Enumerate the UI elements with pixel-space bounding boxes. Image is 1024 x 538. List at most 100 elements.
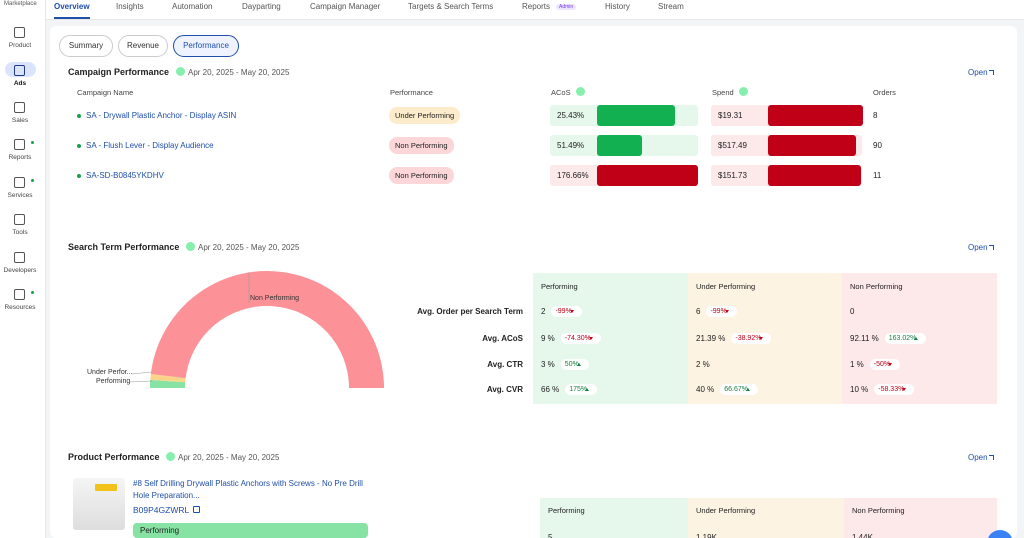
status-dot [77,114,81,118]
open-link[interactable]: Open [968,68,988,77]
info-icon [739,87,748,96]
column-header: ACoS [551,88,571,97]
topbar [46,0,1024,20]
chart-label: Under Perfor... [87,369,133,376]
performance-badge: Non Performing [389,137,454,154]
change-arrow [569,310,574,313]
column-header: Under Performing [696,282,756,291]
column-header: Orders [873,88,896,97]
spend-bar [768,105,863,126]
active-pill [5,62,36,77]
cell-value: 10 % [850,385,869,394]
column-header: Performing [548,506,585,515]
cell-value: 0 [850,307,855,316]
nav-label[interactable]: Ads [13,80,27,87]
external-icon [193,506,200,513]
gauge-segment [150,373,186,383]
row-label: Avg. CTR [487,360,523,369]
nav-label[interactable]: Developers [3,267,37,274]
column-bg [540,498,688,538]
subtab[interactable]: Performance [173,35,239,57]
open-link[interactable]: Open [968,243,988,252]
column-bg [688,498,844,538]
change-chip: 66.67% [720,384,758,395]
nav-label[interactable]: Services [7,192,33,199]
column-header: Spend [712,88,734,97]
column-header: Performing [541,282,578,291]
nav-label[interactable]: Tools [12,229,28,236]
tab[interactable]: Reports [522,2,551,11]
acos-bar [597,165,698,186]
subtab[interactable]: Revenue [118,35,168,57]
section-date: Apr 20, 2025 - May 20, 2025 [188,68,290,77]
section-title: Search Term Performance [68,242,180,252]
tab-underline [54,17,90,19]
column-header: Under Performing [696,506,756,515]
gauge-segment [150,379,186,388]
info-icon [576,87,585,96]
row-label: Avg. ACoS [482,334,523,343]
brand: Marketplace [4,1,37,7]
cell-value: 40 % [696,385,715,394]
tab[interactable]: Insights [116,2,144,11]
nav-icon [14,139,25,150]
cell-value: 92.11 % [850,334,879,343]
nav-label[interactable]: Reports [8,154,32,161]
tab[interactable]: History [605,2,630,11]
tab[interactable]: Campaign Manager [310,2,381,11]
performance-badge: Non Performing [389,167,454,184]
chart-label: Performing [96,378,131,385]
spend-value: $517.49 [718,141,747,150]
column-bg [844,498,997,538]
tab[interactable]: Targets & Search Terms [408,2,494,11]
section-title: Campaign Performance [68,67,170,77]
chart-label: Non Performing [250,295,300,302]
campaign-name[interactable]: SA - Flush Lever - Display Audience [86,141,214,150]
campaign-name[interactable]: SA - Drywall Plastic Anchor - Display AS… [86,111,237,120]
nav-label[interactable]: Sales [11,117,29,124]
nav-icon [14,252,25,263]
cell-value: 3 % [541,360,555,369]
help-bubble[interactable] [987,530,1013,538]
change-arrow [902,388,907,391]
spend-value: $151.73 [718,171,747,180]
nav-label[interactable]: Product [8,42,32,49]
acos-bar [597,105,675,126]
change-arrow [576,363,581,366]
acos-value: 51.49% [557,141,585,150]
cell-value: 6 [696,307,701,316]
product-name[interactable]: #8 Self Drilling Drywall Plastic Anchors… [133,479,363,500]
row-label: Avg. Order per Search Term [417,307,523,316]
spend-value: $19.31 [718,111,743,120]
column-bg [533,273,688,404]
acos-bar [597,135,642,156]
campaign-name[interactable]: SA-SD-B0845YKDHV [86,171,164,180]
nav-icon [14,102,25,113]
spend-bar [768,135,856,156]
product-asin[interactable]: B09P4GZWRL [133,505,190,515]
cell-value: 66 % [541,385,560,394]
change-chip: -99% [706,306,737,317]
nav-icon [14,65,25,76]
change-chip: -74.30% [560,333,601,344]
subtab[interactable]: Summary [59,35,113,57]
product-badge: Performing [133,523,368,538]
change-chip: -50% [869,359,901,370]
tab[interactable]: Stream [658,2,684,11]
open-link[interactable]: Open [968,453,988,462]
cell-value: 1.44K [852,533,873,538]
section-title: Product Performance [68,452,160,462]
change-chip: 50% [560,359,589,370]
tab[interactable]: Automation [172,2,213,11]
section-date: Apr 20, 2025 - May 20, 2025 [178,453,280,462]
orders-value: 8 [873,111,878,120]
nav-label[interactable]: Resources [4,304,36,311]
tab[interactable]: Dayparting [242,2,281,11]
acos-value: 25.43% [557,111,585,120]
change-arrow [724,310,729,313]
tab[interactable]: Overview [54,2,90,11]
orders-value: 11 [873,171,882,180]
open-icon [989,70,994,75]
cell-value: 1.19K [696,533,717,538]
